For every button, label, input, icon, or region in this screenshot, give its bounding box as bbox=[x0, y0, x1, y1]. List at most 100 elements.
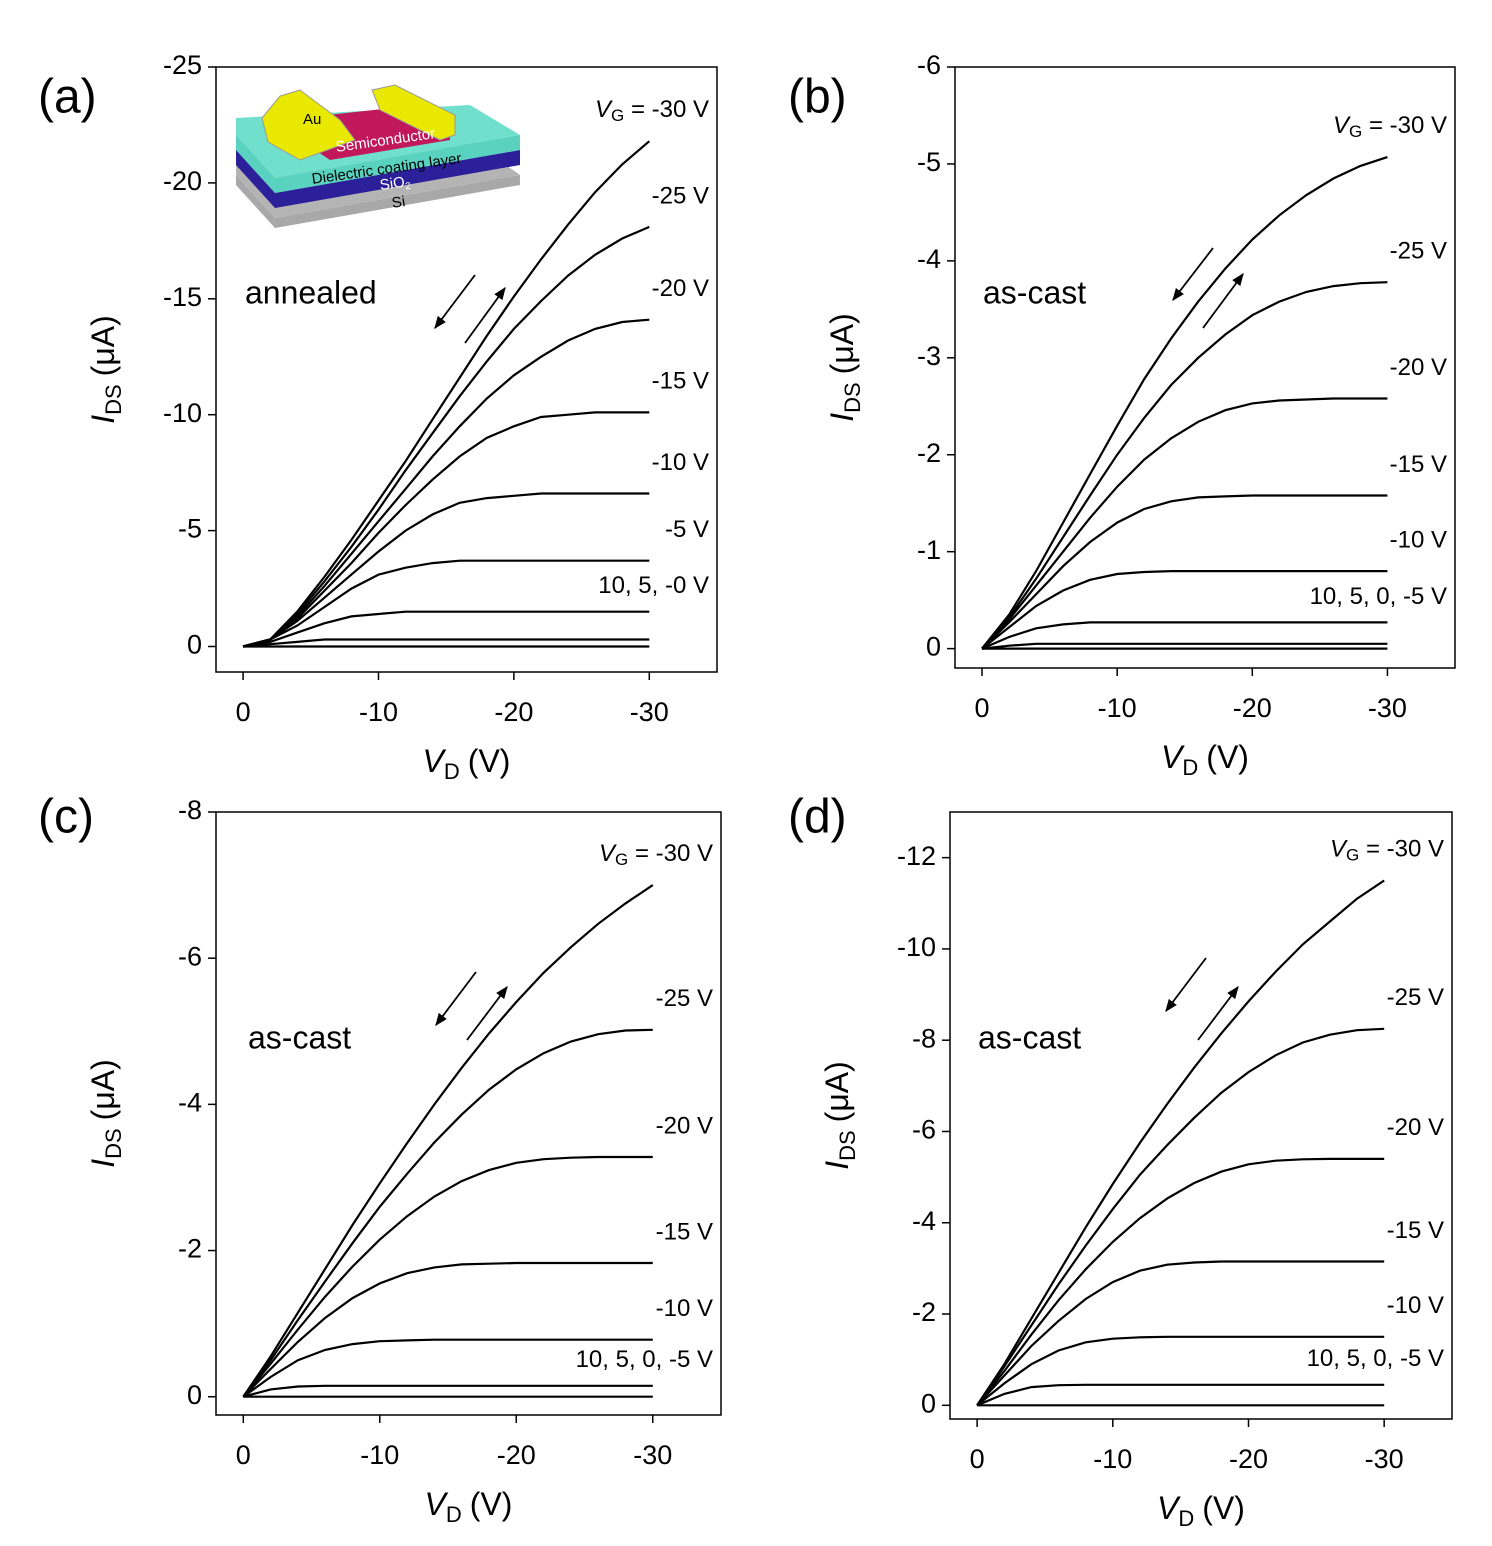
plot-frame bbox=[949, 811, 1453, 1420]
iv-curve bbox=[981, 397, 1388, 650]
iv-curve bbox=[976, 879, 1385, 1406]
sample-note: as-cast bbox=[248, 1019, 351, 1055]
inset-label: Au bbox=[303, 111, 321, 128]
y-tick-label: -6 bbox=[912, 1115, 936, 1145]
axis-label: DS bbox=[101, 1128, 126, 1159]
axis-label: V bbox=[1161, 739, 1185, 775]
iv-curve bbox=[243, 638, 650, 648]
x-tick-label: 0 bbox=[236, 1440, 251, 1470]
sweep-arrow bbox=[435, 971, 477, 1027]
curve-label: -10 V bbox=[652, 449, 709, 476]
sweep-arrow bbox=[1202, 272, 1244, 329]
y-tick-label: 0 bbox=[187, 1380, 202, 1410]
x-tick-label: -30 bbox=[1368, 693, 1407, 723]
sample-note: as-cast bbox=[978, 1019, 1081, 1055]
plot-frame bbox=[215, 66, 718, 673]
inset-label: Si bbox=[391, 193, 407, 212]
y-tick-label: -10 bbox=[163, 398, 202, 428]
plot-frame bbox=[215, 811, 722, 1416]
axis-label: (V) bbox=[468, 743, 511, 779]
axis-label: IDS (μA) bbox=[85, 1059, 125, 1168]
dielectric-layer bbox=[236, 135, 520, 193]
axis-label: DS bbox=[835, 1130, 860, 1161]
panel-label: (c) bbox=[38, 791, 94, 844]
iv-curve bbox=[242, 884, 654, 1398]
axis-label: I bbox=[824, 413, 860, 422]
axis-label: IDS (μA) bbox=[819, 1061, 859, 1170]
iv-curve bbox=[242, 1261, 653, 1398]
iv-curve bbox=[242, 1028, 653, 1398]
iv-curve bbox=[976, 1335, 1385, 1407]
iv-curve bbox=[242, 140, 651, 648]
axis-label: IDS (μA) bbox=[824, 313, 864, 422]
curve-label: -25 V bbox=[652, 182, 709, 209]
iv-curve bbox=[981, 281, 1388, 650]
curve-label: VG = -30 V bbox=[1333, 112, 1447, 141]
axis-label: D bbox=[1178, 1506, 1194, 1531]
axis-label: (V) bbox=[470, 1486, 513, 1522]
iv-curve bbox=[242, 492, 650, 648]
y-tick-label: -2 bbox=[178, 1234, 202, 1264]
curve-label: -25 V bbox=[1387, 984, 1444, 1011]
inset-label: 2 bbox=[405, 180, 412, 192]
y-tick-label: 0 bbox=[926, 632, 941, 662]
curve-label: -10 V bbox=[1387, 1292, 1444, 1319]
axis-label: VD (V) bbox=[1157, 1490, 1245, 1530]
sweep-arrow bbox=[1165, 957, 1207, 1013]
axis-label: (V) bbox=[1202, 1490, 1245, 1526]
y-tick-label: -2 bbox=[917, 438, 941, 468]
y-tick-label: -12 bbox=[897, 841, 936, 871]
y-tick-label: -6 bbox=[917, 50, 941, 80]
y-tick-label: -4 bbox=[917, 244, 941, 274]
y-tick-label: -1 bbox=[917, 535, 941, 565]
y-tick-label: -2 bbox=[912, 1297, 936, 1327]
curve-label: -25 V bbox=[656, 985, 713, 1012]
y-tick-label: -5 bbox=[917, 147, 941, 177]
iv-curve bbox=[242, 1155, 653, 1398]
curve-label: -20 V bbox=[1387, 1114, 1444, 1141]
y-tick-label: -25 bbox=[163, 50, 202, 80]
y-tick-label: -4 bbox=[178, 1087, 202, 1117]
iv-curve bbox=[981, 621, 1388, 650]
axis-label: I bbox=[85, 415, 121, 424]
group-label: 10, 5, -0 V bbox=[598, 572, 709, 599]
si-layer bbox=[236, 175, 520, 228]
device-inset: Au Semiconductor Dielectric coating laye… bbox=[236, 84, 520, 228]
group-label: 10, 5, 0, -5 V bbox=[576, 1346, 713, 1373]
iv-curve bbox=[242, 411, 650, 648]
sweep-arrow bbox=[434, 274, 476, 330]
curve-label: VG = -30 V bbox=[599, 840, 713, 869]
iv-curve bbox=[243, 1384, 653, 1398]
x-tick-label: -30 bbox=[633, 1440, 672, 1470]
curve-label: -20 V bbox=[1390, 354, 1447, 381]
x-tick-label: -30 bbox=[630, 697, 669, 727]
curve-label: -5 V bbox=[665, 516, 709, 543]
axis-label: VD (V) bbox=[423, 743, 511, 783]
x-tick-label: -10 bbox=[1098, 693, 1137, 723]
panel-label: (b) bbox=[788, 71, 847, 124]
curve-label: -10 V bbox=[1390, 526, 1447, 553]
iv-curve bbox=[242, 225, 650, 648]
x-tick-label: -10 bbox=[1093, 1444, 1132, 1474]
iv-curve bbox=[981, 570, 1388, 650]
axis-label: DS bbox=[840, 382, 865, 413]
iv-curve bbox=[242, 610, 650, 648]
axis-label: V bbox=[423, 743, 447, 779]
axis-label: (μA) bbox=[85, 1059, 121, 1120]
inset-label: SiO2 bbox=[379, 173, 412, 196]
y-tick-label: 0 bbox=[187, 630, 202, 660]
sweep-arrow bbox=[464, 286, 506, 344]
curve-label: -15 V bbox=[1390, 451, 1447, 478]
axis-label: VD (V) bbox=[425, 1486, 513, 1526]
x-tick-label: -20 bbox=[1229, 1444, 1268, 1474]
curve-label: -25 V bbox=[1390, 238, 1447, 265]
y-tick-label: -8 bbox=[912, 1023, 936, 1053]
curve-label: -10 V bbox=[656, 1295, 713, 1322]
x-tick-label: 0 bbox=[975, 693, 990, 723]
axis-label: I bbox=[85, 1159, 121, 1168]
iv-curve bbox=[981, 494, 1388, 650]
y-tick-label: -4 bbox=[912, 1206, 936, 1236]
sweep-arrow bbox=[1172, 247, 1214, 301]
axis-label: I bbox=[819, 1161, 855, 1170]
